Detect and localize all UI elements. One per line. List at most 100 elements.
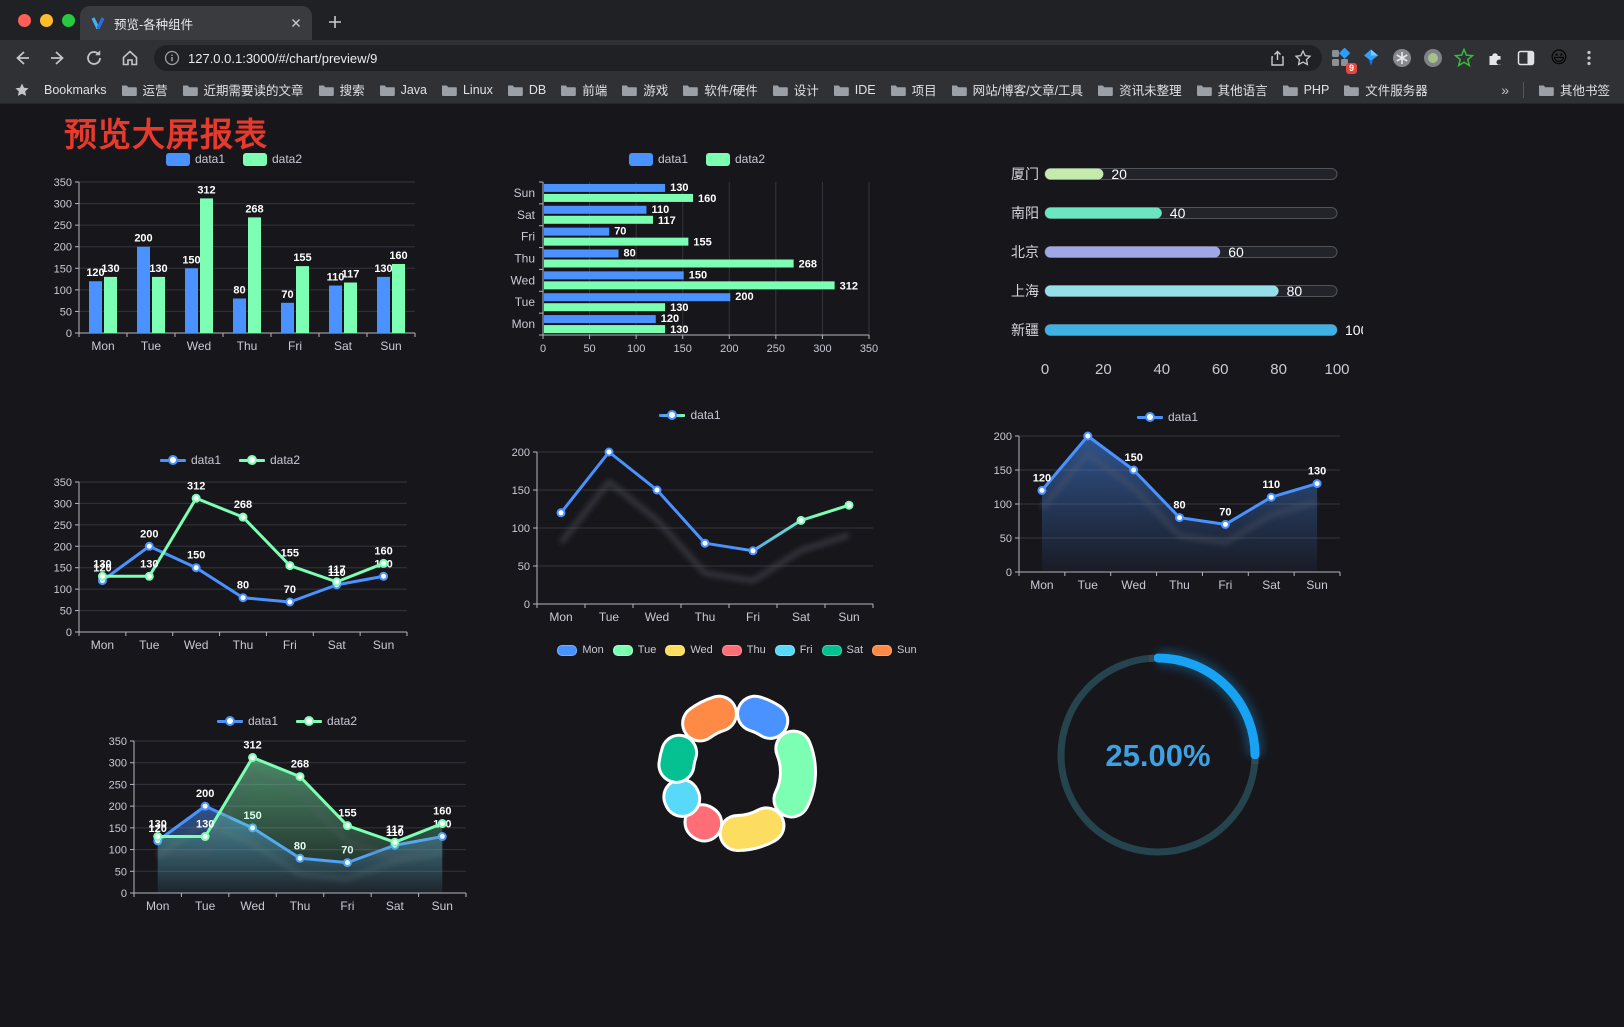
svg-text:厦门: 厦门 [1011, 166, 1039, 182]
browser-menu-button[interactable] [1576, 45, 1602, 71]
legend-item-Sun[interactable]: Sun [872, 644, 917, 656]
bookmark-label: 项目 [911, 84, 937, 98]
svg-text:200: 200 [140, 528, 158, 540]
extension-devtools-button[interactable] [1358, 45, 1384, 71]
bookmarks-label: Bookmarks [44, 82, 107, 97]
folder-icon [1538, 85, 1554, 96]
svg-text:100: 100 [1324, 361, 1349, 378]
bookmark-folder[interactable]: 近期需要读的文章 [182, 80, 304, 99]
address-bar[interactable]: 127.0.0.1:3000/#/chart/preview/9 [154, 45, 1322, 71]
new-tab-button[interactable] [322, 9, 348, 35]
dual-area-line-chart-canvas[interactable]: 0 50 100 150 200 250 300 350 Mon Tue Wed Thu Fri Sat S… [98, 732, 476, 923]
folder-icon [182, 85, 198, 96]
svg-text:50: 50 [1000, 533, 1012, 545]
forward-button[interactable] [44, 44, 72, 72]
bookmark-folder[interactable]: IDE [833, 83, 876, 97]
legend-item-Thu[interactable]: Thu [721, 644, 766, 656]
legend-item-Tue[interactable]: Tue [612, 644, 656, 656]
legend-item-data2[interactable]: data2 [296, 714, 357, 728]
page-info-icon[interactable] [164, 50, 180, 66]
bookmark-folder[interactable]: DB [507, 83, 546, 97]
legend-swatch [1136, 411, 1163, 423]
profile-avatar[interactable]: 😃 [1550, 48, 1568, 67]
svg-text:130: 130 [1308, 466, 1326, 478]
legend-item-Sat[interactable]: Sat [821, 644, 863, 656]
bookmark-star-icon[interactable] [1294, 49, 1312, 67]
grouped-bar-chart-canvas[interactable]: 0 50 100 150 200 250 300 350 Mon Tue Wed Thu Fri Sat S… [45, 170, 423, 363]
bookmark-folder[interactable]: 搜索 [318, 80, 365, 99]
svg-text:300: 300 [54, 199, 72, 211]
bookmark-folder[interactable]: 网站/博客/文章/工具 [951, 80, 1083, 99]
url-text[interactable]: 127.0.0.1:3000/#/chart/preview/9 [188, 50, 378, 66]
legend-item-data2[interactable]: data2 [706, 152, 765, 166]
svg-text:80: 80 [624, 248, 636, 260]
svg-text:Tue: Tue [139, 638, 160, 652]
extension-asterisk-button[interactable] [1389, 45, 1415, 71]
extension-recorder-button[interactable] [1420, 45, 1446, 71]
site-favicon [91, 17, 105, 30]
legend-item-data1[interactable]: data1 [628, 152, 688, 166]
progress-bar-chart-canvas[interactable]: 厦门 20 南阳 40 北京 60 上海 80 新疆 100 0 20 40 60 80 100 [995, 152, 1363, 382]
legend-label: data2 [270, 453, 301, 467]
legend-item-data1[interactable]: data1 [1136, 410, 1198, 424]
browser-tab-active[interactable]: 预览-各种组件 [80, 6, 312, 40]
asterisk-circle-icon [1393, 49, 1411, 67]
folder-icon [683, 85, 699, 96]
bookmark-folder[interactable]: 软件/硬件 [682, 80, 758, 99]
legend-swatch [665, 644, 686, 656]
reload-button[interactable] [80, 44, 108, 72]
other-bookmarks-button[interactable]: 其他书签 [1538, 80, 1610, 99]
tab-close-icon[interactable] [290, 17, 302, 29]
window-zoom-button[interactable] [62, 14, 75, 27]
dot-circle-icon [1424, 49, 1442, 67]
share-icon[interactable] [1269, 50, 1286, 67]
folder-icon [1344, 85, 1360, 96]
svg-text:160: 160 [698, 193, 716, 205]
svg-text:100: 100 [54, 285, 72, 297]
chart-line-dual: data1 data2 0 50 100 150 200 250 300 350 Mon Tue We… [45, 449, 415, 662]
bookmark-folder[interactable]: 游戏 [621, 80, 668, 99]
legend-item-Fri[interactable]: Fri [774, 644, 813, 656]
bookmarks-star-icon[interactable] [14, 82, 30, 98]
bookmark-folder[interactable]: 资讯未整理 [1097, 80, 1182, 99]
donut-chart-canvas[interactable] [556, 662, 918, 862]
legend-item-Wed[interactable]: Wed [665, 644, 713, 656]
home-button[interactable] [116, 44, 144, 72]
bookmark-folder[interactable]: 运营 [121, 80, 168, 99]
legend-item-data2[interactable]: data2 [243, 152, 302, 166]
back-button[interactable] [8, 44, 36, 72]
area-line-chart-canvas[interactable]: 0 50 100 150 200 Mon Tue Wed Thu Fri Sat Sun 120 200 1… [985, 428, 1350, 598]
bookmark-folder[interactable]: 文件服务器 [1343, 80, 1428, 99]
legend-item-data1[interactable]: data1 [659, 408, 721, 422]
svg-text:Thu: Thu [514, 252, 535, 266]
bookmark-folder[interactable]: PHP [1282, 83, 1329, 97]
window-close-button[interactable] [18, 14, 31, 27]
legend-item-data1[interactable]: data1 [165, 152, 225, 166]
bookmark-folder[interactable]: Linux [441, 83, 493, 97]
bookmarks-overflow-button[interactable]: » [1501, 81, 1509, 98]
bookmark-folder[interactable]: 设计 [772, 80, 819, 99]
bookmark-folder[interactable]: 其他语言 [1196, 80, 1268, 99]
legend-item-data2[interactable]: data2 [239, 453, 300, 467]
gradient-line-chart-canvas[interactable]: 0 50 100 150 200 Mon Tue Wed Thu Fri Sat Sun [495, 426, 885, 632]
extension-adblock-button[interactable]: 9 [1327, 45, 1357, 74]
bookmark-folder[interactable]: 前端 [560, 80, 607, 99]
side-panel-button[interactable] [1513, 45, 1539, 71]
legend-item-Mon[interactable]: Mon [557, 644, 604, 656]
svg-text:40: 40 [1170, 205, 1186, 221]
window-minimize-button[interactable] [40, 14, 53, 27]
bookmark-folder[interactable]: Java [379, 83, 427, 97]
dual-line-chart-canvas[interactable]: 0 50 100 150 200 250 300 350 Mon Tue Wed Thu Fri Sat S… [45, 471, 415, 662]
bookmark-label: 其他语言 [1217, 84, 1268, 98]
gauge-chart-canvas[interactable]: 25.00% [1048, 645, 1268, 865]
legend-item-data1[interactable]: data1 [216, 714, 278, 728]
extension-clipper-button[interactable] [1451, 45, 1477, 71]
svg-text:117: 117 [658, 215, 676, 227]
svg-text:130: 130 [149, 819, 167, 831]
extensions-puzzle-button[interactable] [1482, 45, 1508, 71]
legend-item-data1[interactable]: data1 [159, 453, 221, 467]
bookmark-folder[interactable]: 项目 [890, 80, 937, 99]
bookmark-label: 网站/博客/文章/工具 [972, 84, 1084, 98]
extension-badge: 9 [1345, 63, 1357, 74]
